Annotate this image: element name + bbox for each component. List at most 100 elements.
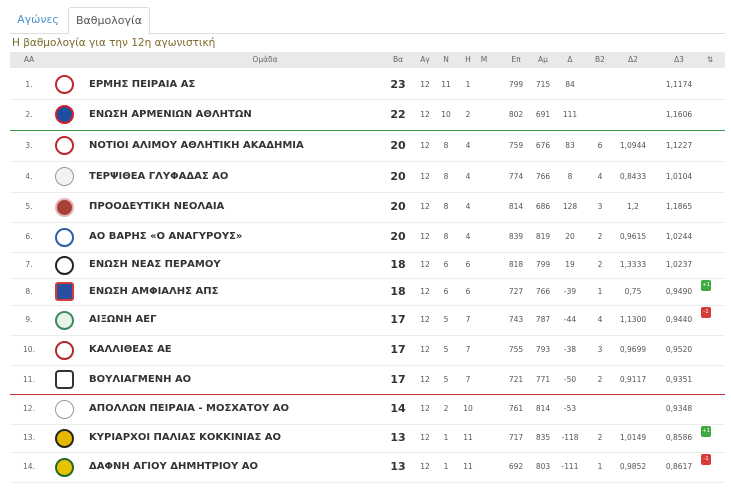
team-logo-icon	[55, 311, 74, 330]
points-cell: 23	[390, 78, 406, 91]
scored-cell: 755	[508, 345, 524, 354]
col-diff[interactable]: Δ	[567, 55, 573, 64]
team-name: ΑΟ ΒΑΡΗΣ «Ο ΑΝΑΓΥΡΟΥΣ»	[89, 231, 243, 242]
table-row[interactable]: 3. ΝΟΤΙΟΙ ΑΛΙΜΟΥ ΑΘΛΗΤΙΚΗ ΑΚΑΔΗΜΙΑ 20 12 8 4 7…	[10, 130, 725, 162]
table-row[interactable]: 9. ΑΙΞΩΝΗ ΑΕΓ 17 12 5 7 743 787 -44 4 1,1300 0,9440…	[10, 305, 725, 336]
table-row[interactable]: 4. ΤΕΡΨΙΘΕΑ ΓΛΥΦΑΔΑΣ ΑΟ 20 12 8 4 774 766 8 4 0,84…	[10, 161, 725, 193]
team-logo-icon	[55, 400, 74, 419]
tab-matches[interactable]: Αγώνες	[17, 13, 59, 26]
m-cell	[472, 99, 496, 130]
table-row[interactable]: 13. ΚΥΡΙΑΡΧΟΙ ΠΑΛΙΑΣ ΚΟΚΚΙΝΙΑΣ ΑΟ 13 12 1 11 7…	[10, 424, 725, 453]
diff-cell: 83	[565, 141, 575, 150]
losses-cell: 4	[465, 141, 471, 150]
d3-cell: 0,9351	[665, 375, 693, 384]
d2-cell: 0,9699	[619, 345, 647, 354]
diff-cell: 111	[562, 110, 578, 119]
wins-cell: 6	[443, 287, 449, 296]
points-cell: 13	[390, 460, 406, 473]
team-name: ΕΝΩΣΗ ΝΕΑΣ ΠΕΡΑΜΟΥ	[89, 259, 221, 270]
d3-cell: 0,9348	[665, 404, 693, 413]
played-cell: 12	[420, 287, 430, 296]
tab-standings[interactable]: Βαθμολογία	[68, 7, 150, 35]
diff-cell: -38	[563, 345, 577, 354]
col-sort-icon[interactable]: ⇅	[706, 55, 714, 64]
m-cell	[472, 305, 496, 335]
table-row[interactable]: 7. ΕΝΩΣΗ ΝΕΑΣ ΠΕΡΑΜΟΥ 18 12 6 6 818 799 19 2 1,333…	[10, 252, 725, 279]
rank-cell: 9.	[25, 315, 33, 324]
wins-cell: 10	[441, 110, 451, 119]
col-d2[interactable]: Δ2	[628, 55, 638, 64]
position-change-badge: +1	[701, 426, 711, 437]
table-row[interactable]: 12. ΑΠΟΛΛΩΝ ΠΕΙΡΑΙΑ - ΜΟΣΧΑΤΟΥ ΑΟ 14 12 2 10 7…	[10, 394, 725, 425]
b2-cell	[586, 394, 614, 424]
col-points[interactable]: Βα	[392, 55, 404, 64]
rank-cell: 7.	[25, 260, 33, 269]
scored-cell: 743	[508, 315, 524, 324]
played-cell: 12	[420, 110, 430, 119]
table-row[interactable]: 14. ΔΑΦΝΗ ΑΓΙΟΥ ΔΗΜΗΤΡΙΟΥ ΑΟ 13 12 1 11 692 803…	[10, 452, 725, 483]
table-row[interactable]: 6. ΑΟ ΒΑΡΗΣ «Ο ΑΝΑΓΥΡΟΥΣ» 20 12 8 4 839 819 20 2 0…	[10, 222, 725, 253]
conceded-cell: 676	[535, 141, 551, 150]
scored-cell: 727	[508, 287, 524, 296]
losses-cell: 10	[463, 404, 473, 413]
col-losses[interactable]: Η	[465, 55, 471, 64]
d2-cell: 1,2	[627, 202, 639, 211]
team-logo-icon	[55, 198, 74, 217]
scored-cell: 839	[508, 232, 524, 241]
team-name: ΒΟΥΛΙΑΓΜΕΝΗ ΑΟ	[89, 374, 192, 385]
diff-cell: -118	[561, 433, 579, 442]
col-rank[interactable]: ΑΑ	[23, 55, 35, 64]
col-d3[interactable]: Δ3	[674, 55, 684, 64]
wins-cell: 8	[443, 232, 449, 241]
team-name: ΕΡΜΗΣ ΠΕΙΡΑΙΑ ΑΣ	[89, 79, 196, 90]
d2-cell: 1,1300	[619, 315, 647, 324]
rank-cell: 8.	[25, 287, 33, 296]
played-cell: 12	[420, 462, 430, 471]
m-cell	[472, 365, 496, 394]
col-conceded[interactable]: Αμ	[538, 55, 548, 64]
losses-cell: 11	[463, 462, 473, 471]
table-row[interactable]: 8. ΕΝΩΣΗ ΑΜΦΙΑΛΗΣ ΑΠΣ 18 12 6 6 727 766 -39 1 0,75…	[10, 278, 725, 306]
wins-cell: 2	[443, 404, 449, 413]
table-row[interactable]: 2. ΕΝΩΣΗ ΑΡΜΕΝΙΩΝ ΑΘΛΗΤΩΝ 22 12 10 2 802 691 111…	[10, 99, 725, 131]
d2-cell: 0,75	[624, 287, 642, 296]
losses-cell: 2	[465, 110, 471, 119]
m-cell	[472, 192, 496, 222]
team-name: ΑΠΟΛΛΩΝ ΠΕΙΡΑΙΑ - ΜΟΣΧΑΤΟΥ ΑΟ	[89, 403, 290, 414]
d2-cell: 1,0944	[619, 141, 647, 150]
table-row[interactable]: 11. ΒΟΥΛΙΑΓΜΕΝΗ ΑΟ 17 12 5 7 721 771 -50 2 0,9117 0…	[10, 365, 725, 395]
b2-cell: 2	[597, 433, 603, 442]
rank-cell: 14.	[23, 462, 35, 471]
table-row[interactable]: 5. ΠΡΟΟΔΕΥΤΙΚΗ ΝΕΟΛΑΙΑ 20 12 8 4 814 686 128 3 1,2…	[10, 192, 725, 223]
team-logo-icon	[55, 429, 74, 448]
team-name: ΠΡΟΟΔΕΥΤΙΚΗ ΝΕΟΛΑΙΑ	[89, 201, 225, 212]
losses-cell: 4	[465, 232, 471, 241]
diff-cell: 20	[565, 232, 575, 241]
d3-cell: 0,9520	[665, 345, 693, 354]
table-row[interactable]: 10. ΚΑΛΛΙΘΕΑΣ ΑΕ 17 12 5 7 755 793 -38 3 0,9699 0,9…	[10, 335, 725, 366]
points-cell: 20	[390, 139, 406, 152]
team-name: ΚΥΡΙΑΡΧΟΙ ΠΑΛΙΑΣ ΚΟΚΚΙΝΙΑΣ ΑΟ	[89, 432, 281, 443]
col-played[interactable]: Αγ	[420, 55, 430, 64]
wins-cell: 8	[443, 202, 449, 211]
diff-cell: 84	[565, 80, 575, 89]
col-wins[interactable]: Ν	[443, 55, 449, 64]
conceded-cell: 766	[535, 287, 551, 296]
col-team[interactable]: Ομάδα	[252, 55, 278, 64]
conceded-cell: 686	[535, 202, 551, 211]
d2-cell: 0,9117	[619, 375, 647, 384]
team-logo-icon	[55, 282, 74, 301]
d3-cell: 1,1865	[665, 202, 693, 211]
rank-cell: 13.	[23, 433, 35, 442]
table-row[interactable]: 1. ΕΡΜΗΣ ΠΕΙΡΑΙΑ ΑΣ 23 12 11 1 799 715 84 1,1174	[10, 70, 725, 100]
col-scored[interactable]: Επ	[511, 55, 521, 64]
col-b2[interactable]: Β2	[595, 55, 605, 64]
points-cell: 20	[390, 170, 406, 183]
scored-cell: 717	[508, 433, 524, 442]
col-m[interactable]: Μ	[480, 55, 488, 64]
diff-cell: 19	[565, 260, 575, 269]
d3-cell: 1,1227	[665, 141, 693, 150]
diff-cell: 8	[567, 172, 573, 181]
d3-cell: 0,8586	[665, 433, 693, 442]
conceded-cell: 799	[535, 260, 551, 269]
